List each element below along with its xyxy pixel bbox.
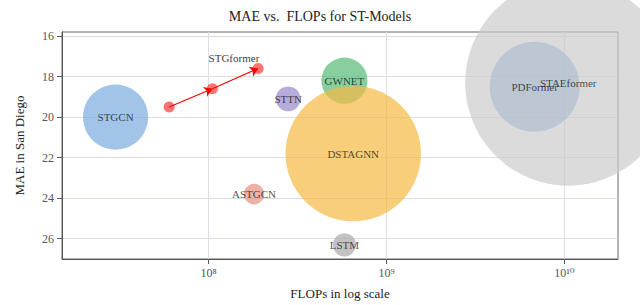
svg-text:LSTM: LSTM (330, 239, 360, 251)
svg-text:DSTAGNN: DSTAGNN (327, 148, 379, 160)
svg-text:MAE vs. FLOPs for ST-Models: MAE vs. FLOPs for ST-Models (229, 9, 411, 24)
svg-text:FLOPs in log scale: FLOPs in log scale (290, 286, 390, 301)
svg-text:STTN: STTN (274, 93, 302, 105)
svg-text:10⁸: 10⁸ (200, 266, 216, 280)
svg-text:STAEformer: STAEformer (540, 77, 597, 89)
svg-text:10¹⁰: 10¹⁰ (554, 266, 575, 280)
svg-text:STGformer: STGformer (209, 52, 260, 64)
svg-text:24: 24 (42, 191, 54, 205)
svg-text:MAE in San Diego: MAE in San Diego (12, 95, 27, 195)
svg-text:22: 22 (42, 151, 54, 165)
svg-text:STGCN: STGCN (98, 111, 134, 123)
svg-text:10⁹: 10⁹ (378, 266, 394, 280)
svg-text:26: 26 (42, 232, 54, 246)
svg-text:GWNET: GWNET (325, 75, 365, 87)
svg-text:16: 16 (42, 29, 54, 43)
svg-text:18: 18 (42, 70, 54, 84)
svg-text:PDFormer: PDFormer (511, 80, 558, 93)
svg-text:20: 20 (42, 110, 54, 124)
svg-text:ASTGCN: ASTGCN (232, 188, 276, 200)
